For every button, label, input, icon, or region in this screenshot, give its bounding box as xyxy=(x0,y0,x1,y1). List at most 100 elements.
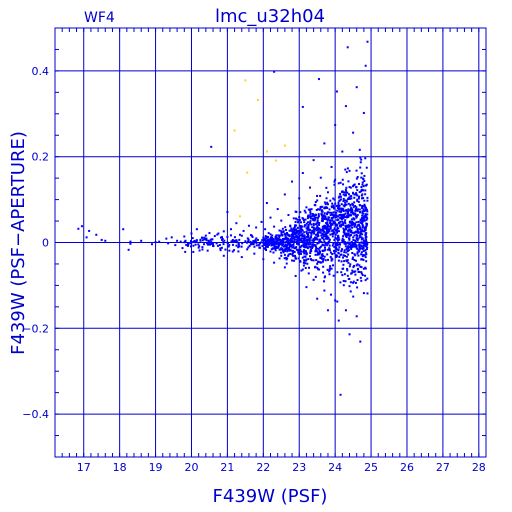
data-point xyxy=(317,251,320,254)
data-point xyxy=(331,229,334,232)
data-point xyxy=(323,240,326,243)
data-point xyxy=(296,237,299,240)
data-point xyxy=(348,234,351,237)
data-point xyxy=(229,228,232,231)
data-point xyxy=(334,236,337,239)
data-point xyxy=(361,207,364,210)
data-point xyxy=(359,233,362,236)
data-point xyxy=(335,229,338,232)
data-point xyxy=(263,244,266,247)
data-point xyxy=(232,240,235,243)
data-point xyxy=(262,242,265,245)
data-point xyxy=(296,230,299,233)
data-point xyxy=(241,242,244,245)
data-point xyxy=(358,203,361,206)
data-point xyxy=(283,193,286,196)
data-point xyxy=(336,219,339,222)
data-point xyxy=(364,214,367,217)
data-points xyxy=(77,40,369,396)
data-point xyxy=(193,239,196,242)
data-point xyxy=(292,240,295,243)
data-point xyxy=(326,223,329,226)
data-point xyxy=(354,224,357,227)
data-point xyxy=(301,217,304,220)
data-point xyxy=(323,216,326,219)
data-point xyxy=(346,226,349,229)
data-point xyxy=(199,238,202,241)
data-point xyxy=(331,202,334,205)
data-point xyxy=(357,195,360,198)
data-point xyxy=(272,241,275,244)
data-point xyxy=(326,203,329,206)
data-point xyxy=(361,221,364,224)
data-point xyxy=(356,251,359,254)
data-point xyxy=(228,244,231,247)
data-point xyxy=(331,223,334,226)
data-point xyxy=(255,241,258,244)
data-point xyxy=(357,220,360,223)
data-point xyxy=(289,224,292,227)
data-point xyxy=(349,246,352,249)
data-point xyxy=(189,242,192,245)
data-point xyxy=(309,250,312,253)
data-point xyxy=(334,223,337,226)
data-point xyxy=(314,244,317,247)
data-point xyxy=(348,193,351,196)
data-point xyxy=(339,281,342,284)
data-point xyxy=(343,249,346,252)
data-point xyxy=(305,206,308,209)
data-point xyxy=(344,219,347,222)
data-point xyxy=(307,234,310,237)
data-point xyxy=(322,226,325,229)
data-point xyxy=(250,234,253,237)
data-point xyxy=(85,236,88,239)
data-point xyxy=(356,229,359,232)
data-point xyxy=(309,249,312,252)
data-point xyxy=(312,218,315,221)
data-point xyxy=(313,232,316,235)
data-point xyxy=(320,257,323,260)
x-tick-label: 26 xyxy=(400,461,414,474)
data-point xyxy=(324,225,327,228)
data-point xyxy=(366,223,369,226)
data-point xyxy=(319,245,322,248)
data-point xyxy=(309,237,312,240)
data-point xyxy=(299,229,302,232)
data-point xyxy=(327,229,330,232)
data-point xyxy=(339,243,342,246)
data-point xyxy=(344,168,347,171)
data-point xyxy=(349,204,352,207)
data-point xyxy=(343,215,346,218)
data-point xyxy=(327,241,330,244)
data-point xyxy=(297,252,300,255)
data-point xyxy=(355,221,358,224)
data-point xyxy=(338,208,341,211)
data-point xyxy=(337,203,340,206)
data-point xyxy=(346,259,349,262)
data-point xyxy=(267,242,270,245)
data-point xyxy=(354,239,357,242)
data-point xyxy=(330,165,333,168)
data-point xyxy=(310,223,313,226)
data-point xyxy=(307,258,310,261)
data-point xyxy=(207,239,210,242)
data-point xyxy=(348,243,351,246)
data-point xyxy=(333,228,336,231)
data-point xyxy=(310,231,313,234)
data-point xyxy=(235,222,238,225)
data-point xyxy=(345,171,348,174)
data-point xyxy=(343,221,346,224)
data-point xyxy=(300,237,303,240)
data-point xyxy=(238,238,241,241)
data-point xyxy=(316,297,319,300)
data-point xyxy=(355,238,358,241)
x-tick-label: 23 xyxy=(292,461,306,474)
data-point xyxy=(344,245,347,248)
data-point xyxy=(303,255,306,258)
data-point xyxy=(313,230,316,233)
data-point xyxy=(277,242,280,245)
data-point xyxy=(322,217,325,220)
data-point xyxy=(345,251,348,254)
data-point xyxy=(235,240,238,243)
data-point xyxy=(342,235,345,238)
